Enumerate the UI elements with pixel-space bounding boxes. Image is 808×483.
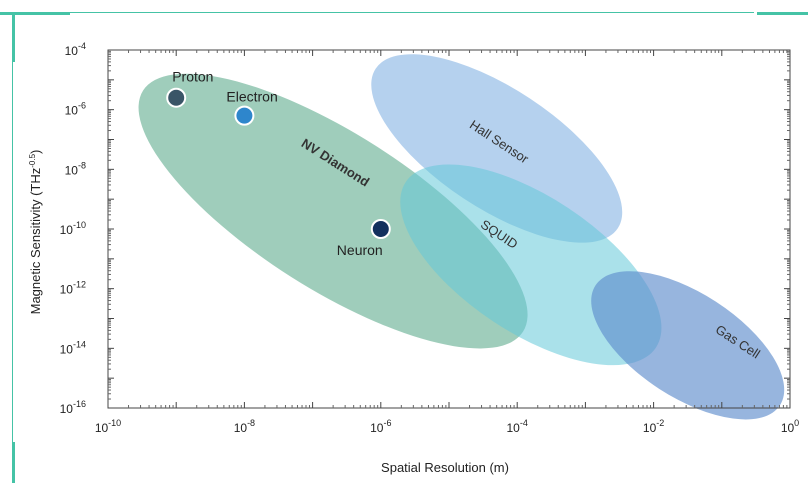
- x-tick-label: 10-2: [643, 418, 664, 435]
- y-tick-label: 10-8: [65, 160, 86, 177]
- y-axis-title-main: Magnetic Sensitivity (THz: [28, 168, 43, 315]
- x-tick-label: 10-8: [234, 418, 255, 435]
- x-axis-title: Spatial Resolution (m): [381, 460, 509, 475]
- points-layer: [166, 87, 391, 239]
- frame-top-line: [14, 12, 754, 13]
- frame-left-line: [12, 12, 13, 483]
- point-electron: [234, 105, 255, 126]
- region-nv-diamond: [138, 73, 528, 349]
- point-label-proton: Proton: [172, 69, 213, 85]
- y-tick-label: 10-4: [65, 41, 86, 58]
- point-label-neuron: Neuron: [337, 242, 383, 258]
- region-hall-sensor: [371, 54, 623, 243]
- x-tick-label: 10-6: [370, 418, 391, 435]
- frame-top-left-accent: [0, 12, 70, 15]
- point-label-electron: Electron: [226, 89, 277, 105]
- x-tick-label: 100: [781, 418, 799, 435]
- point-neuron: [370, 219, 391, 239]
- region-gas-cell: [591, 271, 785, 420]
- x-tick-label: 10-4: [507, 418, 528, 435]
- frame-top-right-accent: [757, 12, 808, 15]
- x-tick-label: 10-10: [95, 418, 121, 435]
- y-tick-label: 10-6: [65, 101, 86, 118]
- y-axis-title: Magnetic Sensitivity (THz-0.5): [28, 150, 43, 315]
- y-tick-label: 10-10: [60, 220, 86, 237]
- y-axis-title-close: ): [28, 150, 43, 154]
- y-tick-label: 10-12: [60, 280, 86, 297]
- point-proton: [166, 87, 187, 108]
- regions-layer: [138, 54, 785, 420]
- frame-left-top-accent: [12, 12, 15, 62]
- y-tick-label: 10-16: [60, 399, 86, 416]
- frame-left-bottom-accent: [12, 442, 15, 483]
- y-tick-label: 10-14: [60, 339, 86, 356]
- y-axis-title-sup: -0.5: [28, 153, 37, 167]
- axes-layer: [107, 49, 791, 409]
